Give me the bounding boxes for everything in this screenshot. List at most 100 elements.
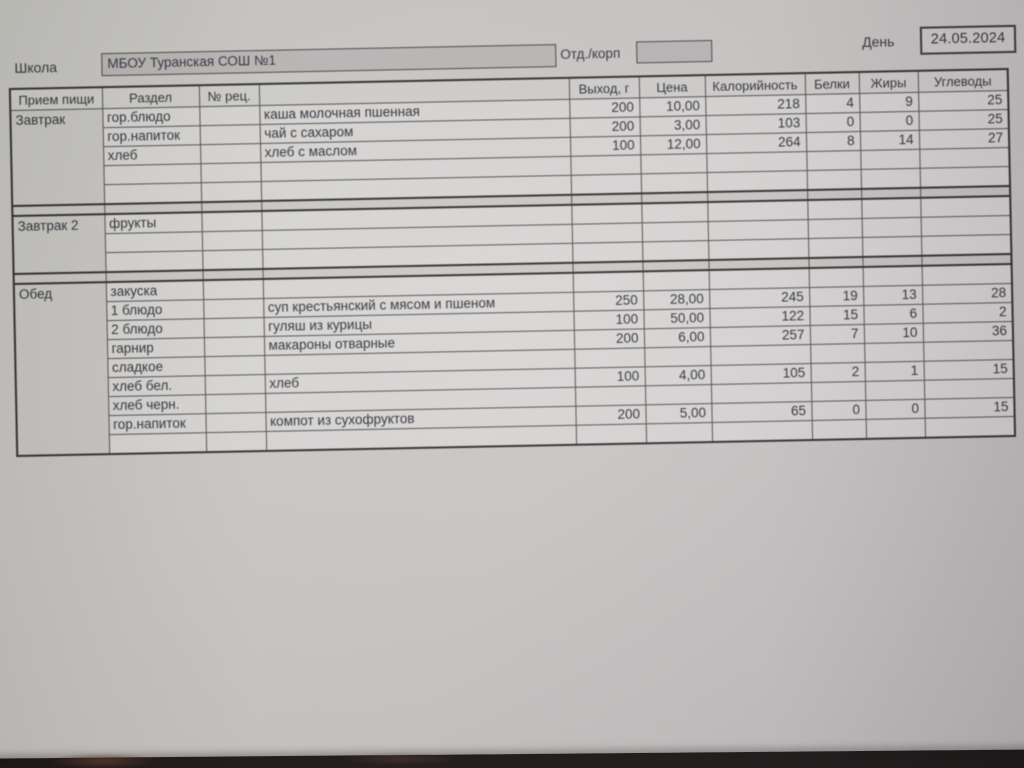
cell-belki (811, 419, 867, 441)
cell-razdel: гор.напиток (108, 413, 206, 435)
header-cell-6: Калорийность (704, 73, 806, 97)
cell-zhiry (864, 380, 925, 401)
cell-razdel (103, 163, 201, 185)
cell-cena: 28,00 (643, 289, 710, 310)
cell-vyhod: 200 (575, 404, 646, 426)
cell-kcal (706, 170, 808, 193)
dept-field (636, 39, 713, 64)
cell-zhiry: 9 (859, 92, 919, 113)
cell-uglevody (921, 234, 1012, 256)
header-cell-0: Прием пищи (9, 87, 103, 111)
cell-razdel (108, 432, 207, 455)
dept-value (637, 41, 711, 44)
cell-kcal (708, 268, 810, 290)
cell-belki: 0 (805, 112, 860, 133)
cell-uglevody (923, 378, 1015, 400)
cell-zhiry: 13 (863, 285, 923, 306)
cell-rec (203, 336, 265, 357)
cell-kcal: 122 (709, 306, 810, 328)
cell-razdel: хлеб бел. (107, 375, 206, 397)
cell-kcal (706, 151, 807, 173)
cell-belki: 8 (805, 131, 861, 152)
cell-kcal: 245 (709, 287, 810, 309)
cell-uglevody: 25 (918, 109, 1009, 131)
cell-uglevody (924, 416, 1016, 438)
cell-vyhod (572, 241, 643, 263)
cell-zhiry (861, 217, 922, 238)
meal-name-cell: Завтрак 2 (12, 214, 106, 275)
cell-cena: 3,00 (639, 115, 706, 136)
cell-uglevody: 15 (923, 359, 1014, 381)
cell-rec (201, 211, 262, 232)
day-label: День (861, 33, 895, 50)
cell-uglevody (923, 340, 1014, 362)
header-cell-4: Выход, г (568, 76, 640, 100)
cell-uglevody: 36 (922, 321, 1014, 343)
cell-vyhod: 100 (573, 309, 644, 331)
cell-belki (806, 150, 861, 171)
cell-rec (203, 298, 264, 319)
cell-rec (204, 355, 265, 376)
cell-uglevody: 15 (924, 397, 1015, 419)
cell-cena (644, 346, 711, 367)
cell-zhiry (865, 418, 926, 439)
cell-uglevody (919, 147, 1010, 169)
cell-zhiry: 6 (863, 304, 923, 325)
cell-vyhod: 200 (569, 97, 640, 119)
dept-label: Отд./корп (560, 45, 621, 62)
cell-vyhod (574, 347, 645, 369)
cell-kcal: 257 (709, 325, 811, 347)
meal-name-cell: Завтрак (10, 108, 105, 207)
cell-zhiry (862, 265, 922, 287)
cell-cena: 50,00 (643, 308, 710, 329)
cell-belki: 7 (809, 324, 865, 345)
cell-zhiry: 0 (859, 111, 919, 132)
cell-kcal (710, 344, 811, 366)
cell-rec (202, 279, 264, 300)
cell-vyhod (570, 154, 641, 176)
cell-cena (640, 172, 708, 194)
cell-vyhod: 200 (573, 328, 645, 350)
shadow-smudge (48, 753, 158, 768)
cell-vyhod: 100 (569, 135, 641, 157)
day-field: 24.05.2024 (919, 24, 1017, 55)
cell-razdel: 1 блюдо (106, 299, 204, 321)
cell-cena: 5,00 (645, 403, 712, 424)
cell-uglevody (919, 166, 1011, 188)
cell-uglevody: 25 (918, 90, 1009, 112)
cell-vyhod (575, 423, 647, 445)
cell-belki: 4 (805, 93, 860, 114)
cell-belki (808, 266, 864, 288)
cell-belki (810, 381, 866, 402)
cell-vyhod (571, 203, 642, 225)
cell-razdel: хлеб (103, 144, 201, 166)
menu-table: Прием пищи Раздел № рец. Выход, г Цена Калори… (8, 67, 1017, 457)
header-cell-9: Углеводы (917, 69, 1009, 93)
cell-razdel: сладкое (107, 356, 205, 378)
cell-kcal: 105 (710, 363, 811, 385)
cell-cena (642, 240, 709, 262)
header-cell-7: Белки (804, 72, 860, 95)
header-cell-8: Жиры (858, 70, 919, 94)
cell-uglevody: 2 (922, 302, 1013, 324)
cell-cena (642, 270, 710, 291)
shadow-smudge (340, 752, 460, 766)
cell-razdel: хлеб черн. (108, 394, 206, 416)
cell-razdel: 2 блюдо (106, 318, 204, 340)
school-name-value: МБОУ Туранская СОШ №1 (107, 52, 277, 72)
cell-vyhod: 100 (574, 366, 645, 388)
cell-vyhod (574, 385, 646, 407)
cell-rec (202, 249, 263, 271)
cell-kcal (707, 200, 808, 222)
cell-zhiry: 1 (864, 361, 924, 382)
cell-rec (205, 393, 266, 414)
header-cell-5: Цена (638, 75, 706, 98)
cell-zhiry (862, 236, 922, 257)
cell-zhiry (864, 342, 924, 363)
school-label: Школа (14, 59, 58, 76)
cell-kcal: 218 (705, 94, 806, 116)
cell-vyhod: 250 (573, 290, 644, 312)
cell-razdel (103, 182, 202, 205)
